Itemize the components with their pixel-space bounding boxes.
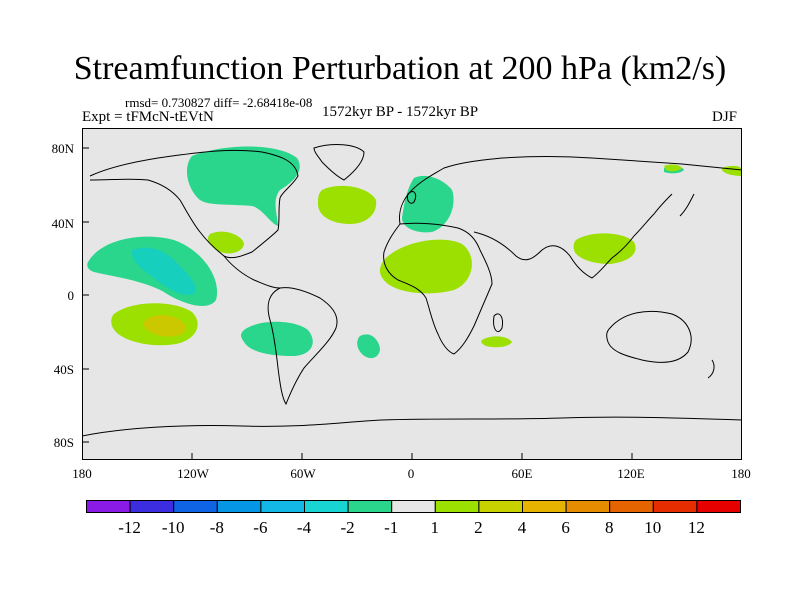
- colorbar-label: -4: [296, 518, 312, 537]
- coast-antarctica: [82, 416, 742, 437]
- coast-australia: [606, 310, 692, 363]
- anomaly-europe: [402, 175, 454, 233]
- coastlines: [82, 144, 742, 437]
- figure-title: Streamfunction Perturbation at 200 hPa (…: [73, 50, 727, 87]
- colorbar-label: 8: [604, 518, 614, 537]
- coast-north-america: [89, 149, 299, 259]
- colorbar-label: -6: [253, 518, 268, 537]
- colorbar-box: [216, 500, 262, 513]
- coast-japan: [679, 193, 695, 217]
- colorbar-box: [391, 500, 436, 513]
- colorbar-label: -2: [340, 518, 355, 537]
- coast-greenland: [313, 144, 365, 181]
- x-tick-180e: 180: [731, 466, 751, 481]
- colorbar-box: [565, 500, 611, 513]
- colorbar-label: -10: [161, 518, 185, 537]
- anomaly-south-pacific-core: [143, 315, 187, 337]
- coast-south-america: [267, 287, 338, 406]
- x-tick-120w: 120W: [177, 466, 209, 481]
- coast-new-zealand: [707, 359, 715, 379]
- colorbar-label: 4: [517, 518, 527, 537]
- y-tick-80n: 80N: [51, 141, 74, 156]
- coast-africa: [383, 222, 493, 355]
- experiment-label: Expt = tFMcN-tEVtN: [82, 109, 214, 125]
- anomaly-madagascar: [481, 336, 512, 348]
- colorbar-box: [129, 500, 175, 513]
- colorbar-box: [304, 500, 349, 513]
- y-tick-40s: 40S: [53, 362, 74, 377]
- period-label: 1572kyr BP - 1572kyr BP: [322, 104, 479, 120]
- anomaly-asia: [573, 233, 636, 264]
- coast-madagascar: [493, 313, 503, 332]
- y-tick-0: 0: [67, 288, 75, 303]
- colorbar-box: [173, 500, 218, 513]
- colorbar-box: [522, 500, 567, 513]
- season-label: DJF: [712, 109, 738, 125]
- x-tick-60w: 60W: [290, 466, 316, 481]
- colorbar-label: -8: [209, 518, 224, 537]
- anomaly-north-atlantic: [318, 185, 377, 224]
- coast-central-america: [223, 255, 281, 289]
- y-tick-80s: 80S: [53, 435, 74, 450]
- colorbar-box: [347, 500, 393, 513]
- colorbar-box: [609, 500, 654, 513]
- colorbar-box: [478, 500, 523, 513]
- colorbar-label: 10: [644, 518, 662, 537]
- anomaly-south-america: [241, 321, 313, 356]
- colorbar-label: 1: [430, 518, 440, 537]
- colorbar-box: [652, 500, 698, 513]
- x-tick-180w: 180: [72, 466, 92, 481]
- anomaly-north-america: [186, 146, 300, 226]
- coast-british-isles: [407, 191, 417, 204]
- y-tick-40n: 40N: [51, 216, 74, 231]
- colorbar-box: [696, 500, 742, 513]
- stats-line: rmsd= 0.730827 diff= -2.68418e-08: [125, 95, 313, 110]
- colorbar: [86, 500, 742, 513]
- x-tick-120e: 120E: [617, 466, 645, 481]
- anomaly-africa: [379, 239, 472, 294]
- coast-asia-south: [473, 193, 673, 279]
- anomaly-south-atlantic: [357, 334, 380, 359]
- colorbar-label: -12: [118, 518, 141, 537]
- colorbar-box: [434, 500, 480, 513]
- colorbar-label: 6: [561, 518, 570, 537]
- tick-marks: [82, 147, 742, 460]
- x-tick-60e: 60E: [511, 466, 533, 481]
- anomaly-north-pacific: [664, 164, 682, 172]
- colorbar-box: [86, 500, 131, 513]
- world-map: [82, 128, 742, 460]
- anomaly-tropical-pacific-core: [131, 247, 196, 295]
- x-tick-0: 0: [407, 466, 415, 481]
- colorbar-label: 2: [474, 518, 483, 537]
- anomaly-gulf: [208, 231, 244, 254]
- colorbar-label: 12: [687, 518, 705, 537]
- colorbar-label: -1: [384, 518, 399, 537]
- colorbar-box: [260, 500, 305, 513]
- coast-eurasia: [399, 156, 742, 225]
